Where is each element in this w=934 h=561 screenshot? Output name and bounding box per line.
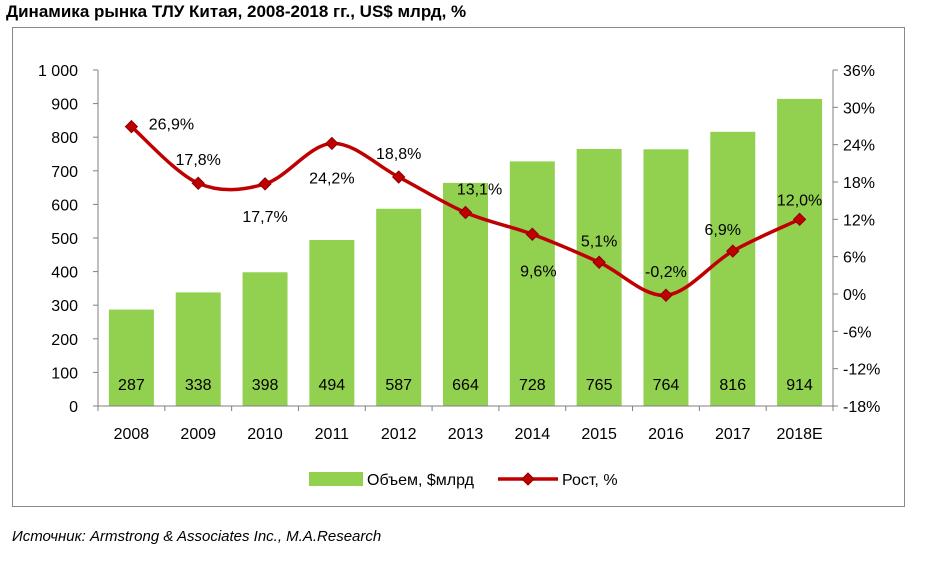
y-left-tick-label: 100 bbox=[51, 365, 78, 382]
y-right-tick-label: 24% bbox=[843, 138, 875, 155]
growth-marker bbox=[525, 227, 540, 241]
legend-bar-label: Объем, $млрд bbox=[367, 472, 475, 489]
bar bbox=[509, 161, 555, 406]
x-tick-label: 2018E bbox=[776, 426, 822, 443]
growth-marker bbox=[659, 288, 673, 302]
y-right-tick-label: 18% bbox=[843, 175, 875, 192]
growth-marker bbox=[792, 212, 807, 227]
y-left-tick-label: 900 bbox=[51, 97, 78, 114]
x-tick-label: 2009 bbox=[180, 426, 216, 443]
bars-layer bbox=[108, 98, 823, 407]
growth-value-label: 26,9% bbox=[149, 117, 194, 134]
bar-value-label: 816 bbox=[719, 377, 746, 394]
growth-marker bbox=[191, 176, 205, 190]
bar bbox=[710, 131, 756, 406]
legend-line-marker bbox=[521, 472, 535, 486]
growth-marker bbox=[726, 244, 740, 258]
growth-marker bbox=[592, 255, 606, 269]
growth-marker bbox=[325, 136, 339, 151]
bar bbox=[443, 182, 488, 406]
bar-value-label: 287 bbox=[118, 377, 145, 394]
combo-chart: 0 100 200 300 400 500 600 700 800 900 1 000 -18% -12… bbox=[38, 63, 880, 489]
growth-value-label: 12,0% bbox=[777, 192, 822, 209]
y-left-tick-label: 1 000 bbox=[38, 63, 78, 80]
bar bbox=[242, 272, 288, 406]
x-tick-label: 2017 bbox=[715, 426, 751, 443]
bar bbox=[309, 240, 355, 406]
y-left-tick-label: 0 bbox=[69, 399, 78, 416]
bar-value-label: 587 bbox=[385, 377, 412, 394]
data-labels-layer: 287 338 398 494 587 664 728 765 764 816 914 26,9% 17… bbox=[118, 117, 822, 394]
y-left-tick-label: 500 bbox=[51, 231, 78, 248]
growth-value-label: 24,2% bbox=[309, 170, 354, 187]
growth-value-label: 18,8% bbox=[376, 146, 421, 163]
x-tick-label: 2013 bbox=[448, 426, 484, 443]
growth-value-label: -0,2% bbox=[645, 264, 687, 281]
x-tick-label: 2011 bbox=[315, 426, 350, 443]
bar-value-label: 765 bbox=[586, 377, 613, 394]
bar bbox=[777, 98, 823, 407]
growth-value-label: 13,1% bbox=[457, 181, 502, 198]
growth-value-label: 17,7% bbox=[242, 209, 287, 226]
y-right-tick-label: 0% bbox=[843, 287, 866, 304]
bar bbox=[376, 208, 422, 406]
growth-line-layer bbox=[124, 119, 807, 302]
growth-marker bbox=[391, 170, 406, 184]
bar-value-label: 338 bbox=[185, 377, 212, 394]
y-left-tick-label: 300 bbox=[51, 298, 78, 315]
bar-value-label: 728 bbox=[519, 377, 546, 394]
x-tick-label: 2014 bbox=[515, 426, 551, 443]
y-left-tick-label: 800 bbox=[51, 130, 78, 147]
growth-marker bbox=[258, 177, 272, 191]
y-right-tick-label: 6% bbox=[843, 250, 866, 267]
y-right-tick-label: -18% bbox=[843, 399, 880, 416]
bar bbox=[108, 309, 154, 406]
legend-bar-swatch bbox=[309, 472, 363, 486]
source-note: Источник: Armstrong & Associates Inc., M… bbox=[12, 528, 382, 545]
bar-value-label: 764 bbox=[653, 377, 680, 394]
x-tick-label: 2016 bbox=[648, 426, 684, 443]
growth-value-label: 17,8% bbox=[176, 152, 221, 169]
y-right-tick-label: -12% bbox=[843, 362, 880, 379]
growth-value-label: 5,1% bbox=[581, 233, 617, 250]
growth-value-label: 9,6% bbox=[520, 263, 556, 280]
y-left-tick-label: 400 bbox=[51, 265, 78, 282]
bar-value-label: 398 bbox=[252, 377, 279, 394]
y-left-tick-label: 200 bbox=[51, 332, 78, 349]
bar-value-label: 914 bbox=[786, 377, 813, 394]
y-right-tick-label: -6% bbox=[843, 324, 871, 341]
y-right-tick-label: 12% bbox=[843, 212, 875, 229]
y-right-tick-label: 30% bbox=[843, 100, 875, 117]
legend-line-label: Рост, % bbox=[562, 472, 618, 489]
bar-value-label: 664 bbox=[452, 377, 479, 394]
x-tick-label: 2008 bbox=[114, 426, 150, 443]
bar bbox=[576, 148, 622, 406]
axes-layer: 0 100 200 300 400 500 600 700 800 900 1 000 -18% -12… bbox=[38, 63, 880, 443]
y-right-tick-label: 36% bbox=[843, 63, 875, 80]
x-tick-label: 2015 bbox=[581, 426, 617, 443]
growth-marker bbox=[124, 119, 139, 134]
x-tick-label: 2010 bbox=[247, 426, 283, 443]
x-tick-label: 2012 bbox=[381, 426, 417, 443]
growth-value-label: 6,9% bbox=[705, 222, 741, 239]
chart-frame: 0 100 200 300 400 500 600 700 800 900 1 000 -18% -12… bbox=[12, 27, 905, 507]
y-left-tick-label: 600 bbox=[51, 197, 78, 214]
y-left-tick-label: 700 bbox=[51, 164, 78, 181]
bar bbox=[175, 292, 221, 406]
chart-title: Динамика рынка ТЛУ Китая, 2008-2018 гг.,… bbox=[6, 2, 467, 21]
growth-marker bbox=[458, 205, 473, 220]
bar bbox=[643, 149, 689, 406]
bar-value-label: 494 bbox=[319, 377, 346, 394]
legend: Объем, $млрд Рост, % bbox=[309, 472, 618, 489]
